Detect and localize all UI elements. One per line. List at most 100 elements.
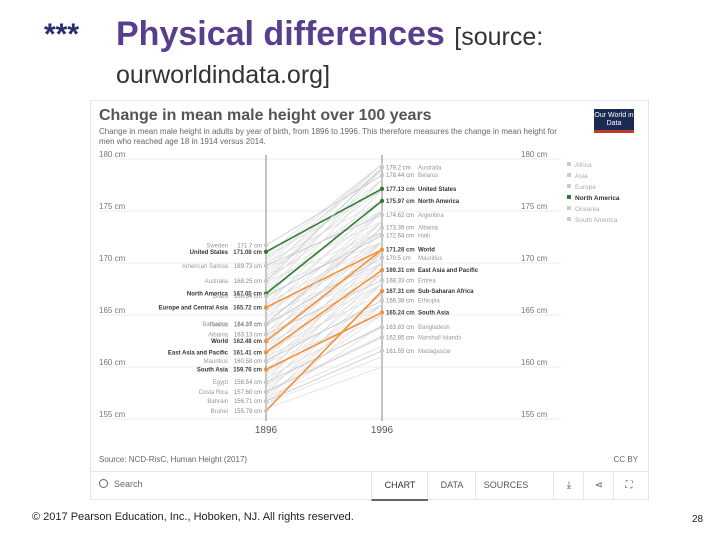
country-line xyxy=(265,257,383,326)
country-line-background xyxy=(265,169,383,278)
country-label-1996: World xyxy=(418,248,435,254)
country-line-background xyxy=(265,221,383,341)
value-label-1896: 164.07 cm xyxy=(234,323,262,329)
country-line-background xyxy=(265,163,383,260)
country-label-1996: Albania xyxy=(418,226,439,232)
value-label-1996: 174.62 cm xyxy=(386,213,414,219)
country-label-1996: United States xyxy=(418,187,457,193)
fullscreen-icon[interactable]: ⛶ xyxy=(613,472,644,499)
value-label-1896: 157.60 cm xyxy=(234,390,262,396)
tab-sources[interactable]: SOURCES xyxy=(475,472,536,499)
page-number: 28 xyxy=(692,514,704,525)
share-icon[interactable]: ⋖ xyxy=(583,472,614,499)
point-1896 xyxy=(263,367,269,372)
value-label-1896: 156.71 cm xyxy=(234,399,262,405)
value-label-1896: 169.73 cm xyxy=(234,264,262,270)
search-placeholder: Search xyxy=(114,479,143,489)
value-label-1896: 171.7 cm xyxy=(237,243,262,249)
country-line-background xyxy=(265,273,383,388)
point-1996 xyxy=(379,233,385,238)
country-line xyxy=(265,200,383,295)
point-1896 xyxy=(263,293,269,299)
y-tick-label-right: 180 cm xyxy=(521,150,548,159)
value-label-1896: 159.76 cm xyxy=(233,367,262,373)
slide-footer: © 2017 Pearson Education, Inc., Hoboken,… xyxy=(32,511,354,523)
value-label-1996: 179.2 cm xyxy=(386,165,411,171)
point-1996 xyxy=(379,298,385,303)
y-tick-label-left: 165 cm xyxy=(99,306,126,315)
country-line-background xyxy=(265,210,383,319)
chart-controls-bar: Search CHART DATA SOURCES ⤓ ⋖ ⛶ xyxy=(91,471,648,501)
value-label-1996: 163.83 cm xyxy=(386,325,414,331)
search-field[interactable]: Search xyxy=(99,479,143,489)
value-label-1996: 172.64 cm xyxy=(386,234,414,240)
legend-item: Europe xyxy=(575,184,596,191)
legend-item: South America xyxy=(575,217,618,224)
license-label[interactable]: CC BY xyxy=(613,455,638,464)
value-label-1996: 171.28 cm xyxy=(386,248,415,254)
country-label-1896: Europe and Central Asia xyxy=(159,306,229,312)
country-line xyxy=(265,336,383,393)
point-1896 xyxy=(263,305,269,310)
country-line-background xyxy=(265,163,383,272)
country-line-background xyxy=(265,221,383,325)
y-tick-label-right: 175 cm xyxy=(521,202,548,211)
point-1896 xyxy=(263,379,269,385)
country-label-1896: Barbados xyxy=(202,322,228,328)
legend-swatch xyxy=(567,173,571,177)
y-tick-label-right: 165 cm xyxy=(521,306,548,315)
point-1996 xyxy=(379,255,385,260)
value-label-1996: 173.39 cm xyxy=(386,226,414,232)
point-1996 xyxy=(379,247,385,252)
tab-chart[interactable]: CHART xyxy=(371,472,428,501)
country-line-background xyxy=(265,179,383,285)
y-tick-label-right: 160 cm xyxy=(521,358,548,367)
value-label-1996: 161.55 cm xyxy=(386,349,414,355)
download-icon[interactable]: ⤓ xyxy=(553,472,584,499)
point-1896 xyxy=(263,249,269,254)
chart-source[interactable]: Source: NCD-RisC, Human Height (2017) xyxy=(99,455,248,464)
country-label-1996: Argentina xyxy=(418,213,444,219)
tab-data[interactable]: DATA xyxy=(427,472,476,499)
legend-swatch xyxy=(567,217,571,221)
y-tick-label-left: 160 cm xyxy=(99,358,126,367)
country-label-1896: Costa Rica xyxy=(199,390,229,396)
point-1996 xyxy=(379,225,385,230)
point-1896 xyxy=(263,263,269,269)
country-line xyxy=(265,269,383,353)
point-1996 xyxy=(379,198,385,204)
value-label-1896: 166.84 cm xyxy=(234,294,262,300)
country-line xyxy=(265,235,383,297)
country-label-1896: Sweden xyxy=(206,243,228,249)
y-tick-label-left: 155 cm xyxy=(99,410,126,419)
value-label-1896: 160.58 cm xyxy=(234,359,262,365)
value-label-1996: 162.85 cm xyxy=(386,335,414,341)
point-1996 xyxy=(379,310,385,315)
country-label-1996: Haiti xyxy=(418,234,430,240)
country-line xyxy=(265,188,383,253)
country-line-background xyxy=(265,163,383,266)
country-line xyxy=(265,248,383,309)
country-line xyxy=(265,326,383,383)
country-label-1896: World xyxy=(211,339,228,345)
owid-logo[interactable]: Our World in Data xyxy=(594,109,634,133)
legend-item: Asia xyxy=(575,173,588,180)
legend-item: Oceania xyxy=(575,206,600,213)
point-1896 xyxy=(263,358,269,364)
country-label-1996: Mauritius xyxy=(418,256,442,262)
slide-title: Physical differences [source: xyxy=(116,16,543,55)
value-label-1996: 165.24 cm xyxy=(386,311,415,317)
value-label-1896: 167.05 cm xyxy=(233,292,262,298)
country-line-background xyxy=(265,241,383,353)
value-label-1896: 163.13 cm xyxy=(234,332,262,338)
value-label-1996: 167.31 cm xyxy=(386,289,415,295)
country-label-1896: Mauritius xyxy=(204,359,228,365)
point-1996 xyxy=(379,288,385,294)
country-line xyxy=(265,167,383,282)
value-label-1896: 158.54 cm xyxy=(234,380,262,386)
owid-chart-panel: Change in mean male height over 100 year… xyxy=(90,100,649,501)
point-1896 xyxy=(263,408,269,413)
x-tick-label: 1896 xyxy=(255,425,278,436)
value-label-1896: 171.08 cm xyxy=(233,250,262,256)
search-icon xyxy=(99,479,108,488)
